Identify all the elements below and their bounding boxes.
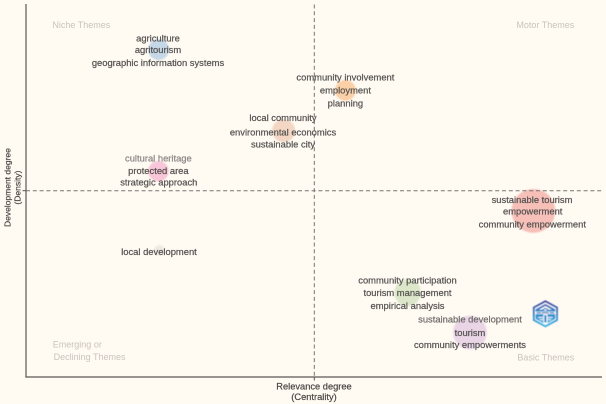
- svg-text:empowerment: empowerment: [503, 205, 563, 216]
- svg-text:Relevance degree: Relevance degree: [276, 381, 351, 391]
- svg-text:Development degree: Development degree: [3, 148, 13, 227]
- svg-text:community empowerment: community empowerment: [479, 219, 587, 230]
- svg-text:community involvement: community involvement: [296, 72, 394, 83]
- svg-text:local development: local development: [121, 246, 197, 257]
- svg-text:sustainable city: sustainable city: [251, 138, 315, 149]
- svg-text:tourism: tourism: [455, 327, 486, 338]
- svg-text:tourism management: tourism management: [363, 287, 451, 298]
- svg-text:strategic approach: strategic approach: [120, 176, 197, 187]
- svg-text:sustainable development: sustainable development: [418, 314, 522, 325]
- svg-text:Declining Themes: Declining Themes: [54, 352, 126, 362]
- svg-text:empirical analysis: empirical analysis: [371, 300, 445, 311]
- svg-text:environmental economics: environmental economics: [230, 126, 337, 137]
- svg-text:Niche Themes: Niche Themes: [52, 20, 110, 30]
- svg-text:(Centrality): (Centrality): [291, 392, 336, 402]
- svg-text:agriculture: agriculture: [136, 32, 180, 43]
- svg-text:sustainable tourism: sustainable tourism: [492, 194, 573, 205]
- svg-text:agritourism: agritourism: [135, 44, 182, 55]
- svg-text:employment: employment: [320, 85, 371, 96]
- svg-text:cultural heritage: cultural heritage: [125, 153, 192, 164]
- svg-text:Motor Themes: Motor Themes: [516, 20, 574, 30]
- svg-text:(Density): (Density): [13, 170, 23, 204]
- svg-text:planning: planning: [328, 97, 363, 108]
- svg-text:local community: local community: [249, 112, 317, 123]
- svg-text:geographic information systems: geographic information systems: [92, 57, 225, 68]
- svg-text:protected area: protected area: [128, 165, 189, 176]
- svg-text:Basic Themes: Basic Themes: [517, 353, 574, 363]
- svg-text:Emerging or: Emerging or: [53, 340, 102, 350]
- svg-text:community participation: community participation: [358, 274, 456, 285]
- svg-text:community empowerments: community empowerments: [414, 339, 526, 350]
